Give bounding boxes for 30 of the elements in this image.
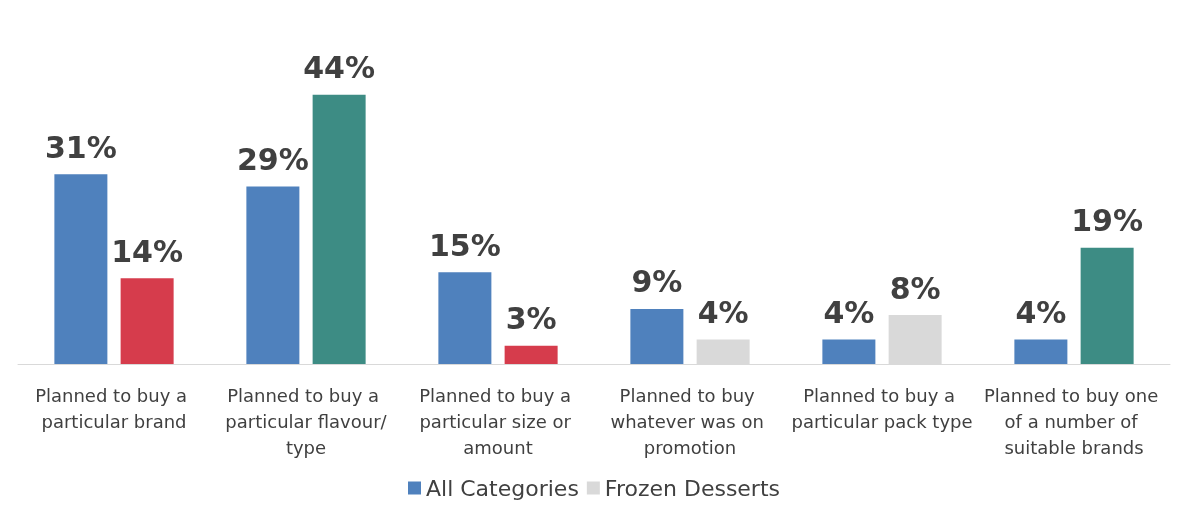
legend-label: Frozen Desserts: [604, 475, 781, 501]
bar: [1014, 339, 1068, 364]
data-label: 14%: [111, 233, 184, 269]
data-label: 15%: [428, 227, 501, 263]
x-tick-label: Planned to buy a particular pack type: [791, 384, 973, 432]
bar: [504, 345, 558, 364]
data-label: 4%: [1015, 295, 1067, 331]
data-label: 19%: [1071, 203, 1144, 239]
bar: [312, 94, 366, 364]
x-tick-label: Planned to buy a particular brand: [35, 384, 193, 432]
bar: [54, 174, 108, 364]
bar: [630, 308, 684, 364]
x-tick-label: Planned to buy a particular flavour/type: [225, 384, 388, 458]
data-label: 29%: [236, 142, 309, 178]
data-label: 8%: [889, 270, 941, 306]
bar: [822, 339, 876, 364]
bar: [438, 272, 492, 364]
data-label: 3%: [505, 301, 557, 337]
data-label: 9%: [631, 264, 683, 300]
legend-label: All Categories: [425, 475, 579, 501]
data-label: 4%: [823, 295, 875, 331]
bar: [120, 278, 174, 364]
x-tick-label: Planned to buy a particular size or amount: [419, 384, 577, 458]
bar: [246, 186, 300, 364]
data-label: 31%: [44, 129, 117, 165]
x-tick-label: Planned to buy whatever was on promotion: [610, 384, 770, 458]
data-label: 44%: [303, 50, 376, 86]
x-tick-label: Planned to buy one of a number of suitable brands: [983, 384, 1165, 458]
data-label: 4%: [697, 295, 749, 331]
bar: [1080, 247, 1134, 364]
